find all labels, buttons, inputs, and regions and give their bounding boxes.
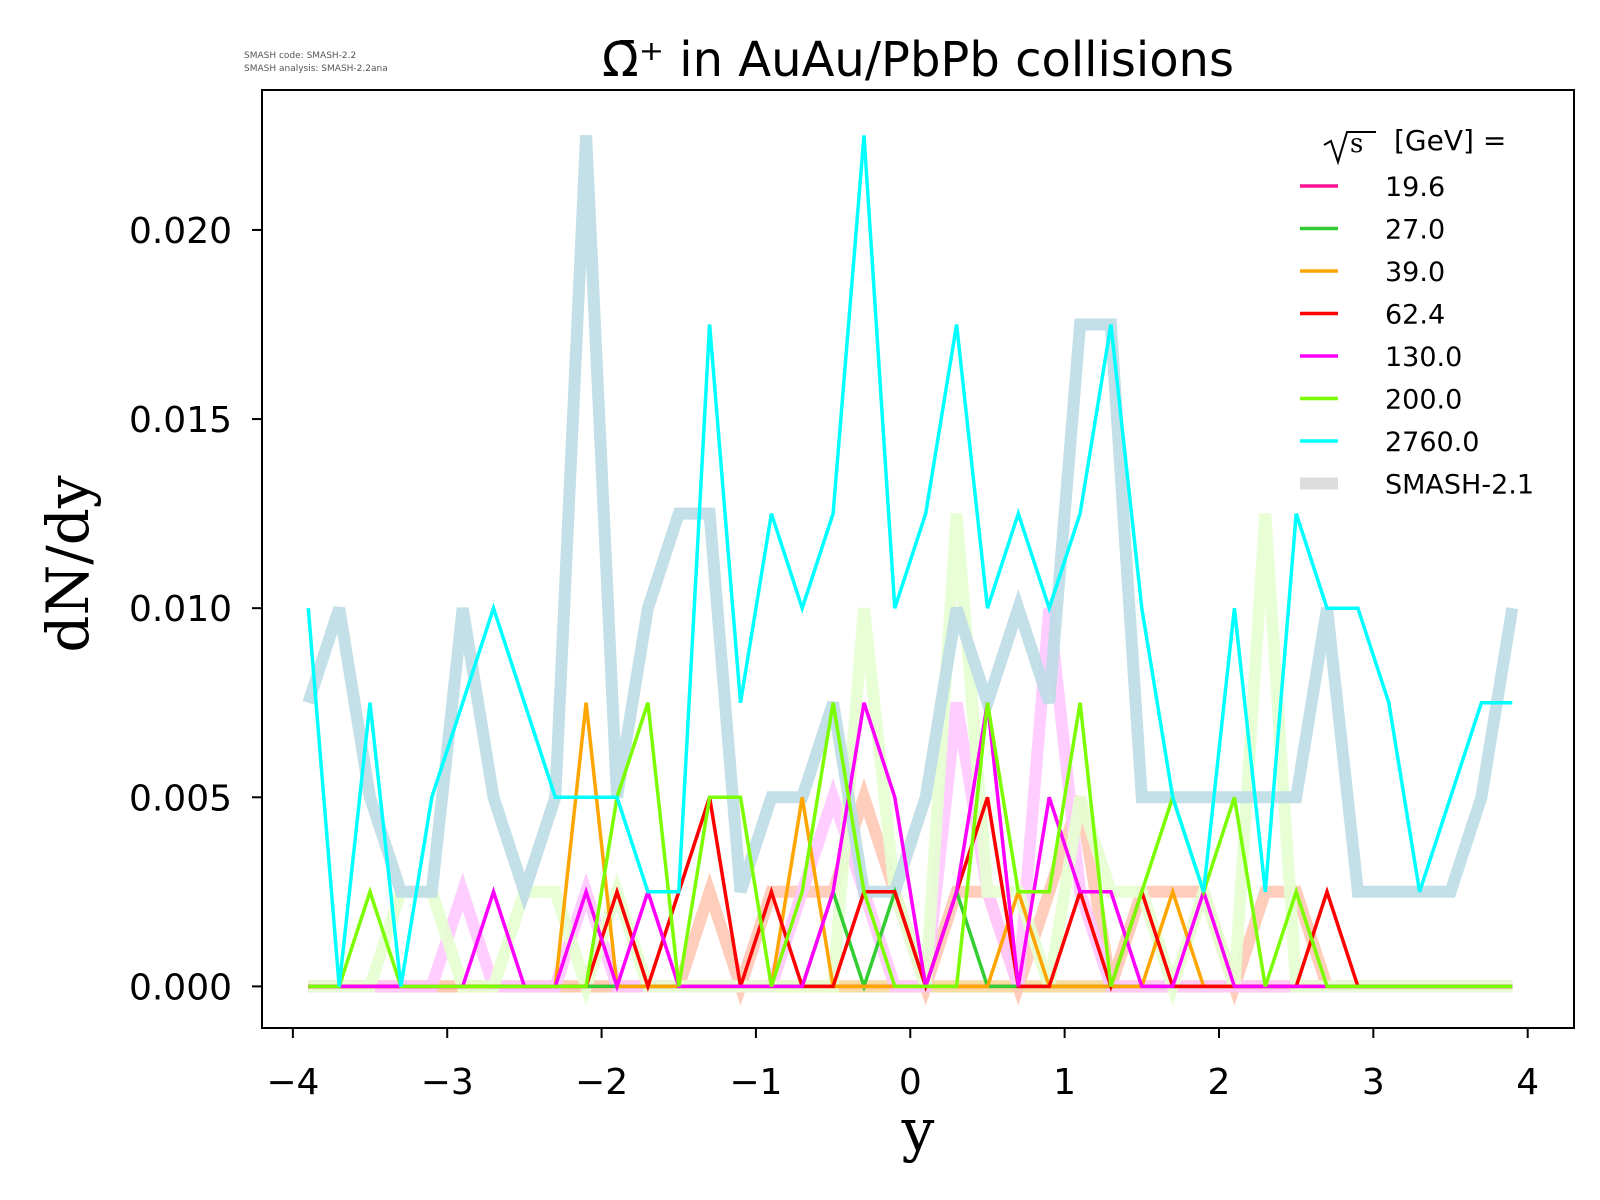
legend-entry: 27.0 [1300, 215, 1445, 246]
series-line-200-0 [308, 702, 1513, 989]
y-tick-label: 0.020 [129, 211, 232, 252]
series-line-2760-0 [306, 135, 1513, 987]
legend-label: 130.0 [1385, 342, 1462, 373]
legend-entry: 62.4 [1300, 300, 1445, 331]
series-group [306, 135, 1513, 993]
legend-entry: 39.0 [1300, 257, 1445, 288]
x-tick-label: −2 [575, 1062, 628, 1103]
y-tick-label: 0.010 [129, 589, 232, 630]
x-tick-label: 2 [1208, 1062, 1231, 1103]
x-tick-label: −1 [729, 1062, 782, 1103]
legend-title-unit: [GeV] = [1394, 124, 1506, 157]
sqrt-symbol [1323, 131, 1376, 166]
legend-label: 2760.0 [1385, 427, 1479, 458]
plot-frame [261, 89, 1575, 1029]
legend: s [GeV] = 19.6 27.0 39.0 62.4 130.0 200.0 2760… [1300, 124, 1534, 501]
legend-label: SMASH-2.1 [1385, 470, 1534, 501]
y-tick-label: 0.000 [129, 967, 232, 1008]
x-axis: −4 −3 −2 −1 0 1 2 3 4 [266, 1028, 1539, 1103]
legend-label: 39.0 [1385, 257, 1445, 288]
y-axis-label: dN/dy [34, 475, 102, 653]
legend-entry: 130.0 [1300, 342, 1462, 373]
legend-label: 200.0 [1385, 385, 1462, 416]
legend-entry: SMASH-2.1 [1300, 470, 1534, 501]
x-tick-label: −4 [266, 1062, 319, 1103]
legend-label: 27.0 [1385, 215, 1445, 246]
reference-line-6 [302, 135, 1519, 912]
x-tick-label: 0 [899, 1062, 922, 1103]
legend-entry: 200.0 [1300, 385, 1462, 416]
watermark-code: SMASH code: SMASH-2.2 [244, 51, 356, 61]
chart-title: Ω̄⁺ in AuAu/PbPb collisions [602, 32, 1234, 88]
x-tick-label: 1 [1053, 1062, 1076, 1103]
legend-entry: 2760.0 [1300, 427, 1479, 458]
legend-title: s [GeV] = [1323, 124, 1506, 166]
x-tick-label: −3 [421, 1062, 474, 1103]
legend-label: 19.6 [1385, 172, 1445, 203]
legend-entry: 19.6 [1300, 172, 1445, 203]
y-tick-label: 0.015 [129, 400, 232, 441]
y-axis: 0.000 0.005 0.010 0.015 0.020 [129, 211, 262, 1008]
legend-title-s: s [1350, 129, 1363, 159]
legend-label: 62.4 [1385, 300, 1445, 331]
series-line-130-0 [308, 702, 1513, 993]
y-tick-label: 0.005 [129, 778, 232, 819]
watermark-analysis: SMASH analysis: SMASH-2.2ana [244, 64, 388, 74]
x-tick-label: 3 [1362, 1062, 1385, 1103]
x-tick-label: 4 [1516, 1062, 1539, 1103]
x-axis-label: y [901, 1096, 935, 1164]
